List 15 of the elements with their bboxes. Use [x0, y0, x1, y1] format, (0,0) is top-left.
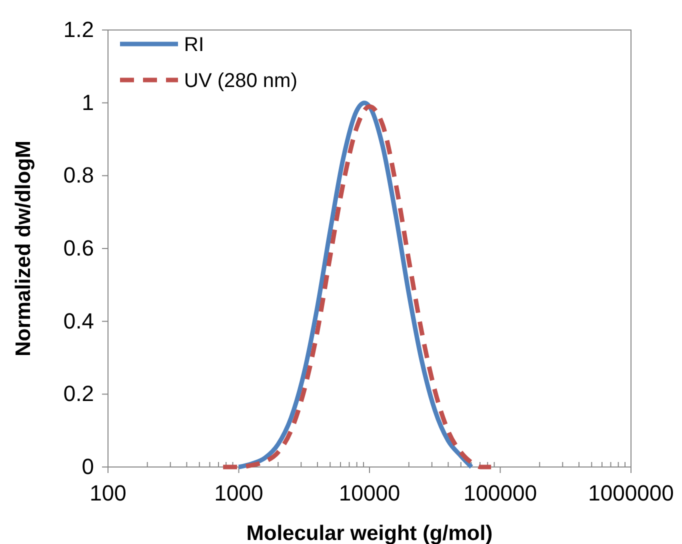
x-tick-label: 100	[90, 480, 126, 506]
y-tick-label: 0.2	[63, 381, 94, 406]
y-tick-label: 0.8	[63, 162, 94, 188]
x-tick-label: 1000	[214, 480, 264, 506]
y-tick-label: 0	[82, 454, 94, 480]
legend-label: RI	[184, 34, 204, 56]
x-tick-label: 1000000	[588, 480, 674, 506]
y-axis-title: Normalized dw/dlogM	[12, 140, 35, 356]
x-tick-label: 100000	[464, 480, 537, 506]
legend-label: UV (280 nm)	[184, 70, 298, 92]
y-tick-label: 0.4	[63, 308, 94, 334]
y-tick-label: 1	[82, 90, 94, 115]
y-tick-label: 1.2	[63, 17, 94, 42]
y-tick-label: 0.6	[63, 236, 94, 261]
x-tick-label: 10000	[338, 480, 400, 506]
